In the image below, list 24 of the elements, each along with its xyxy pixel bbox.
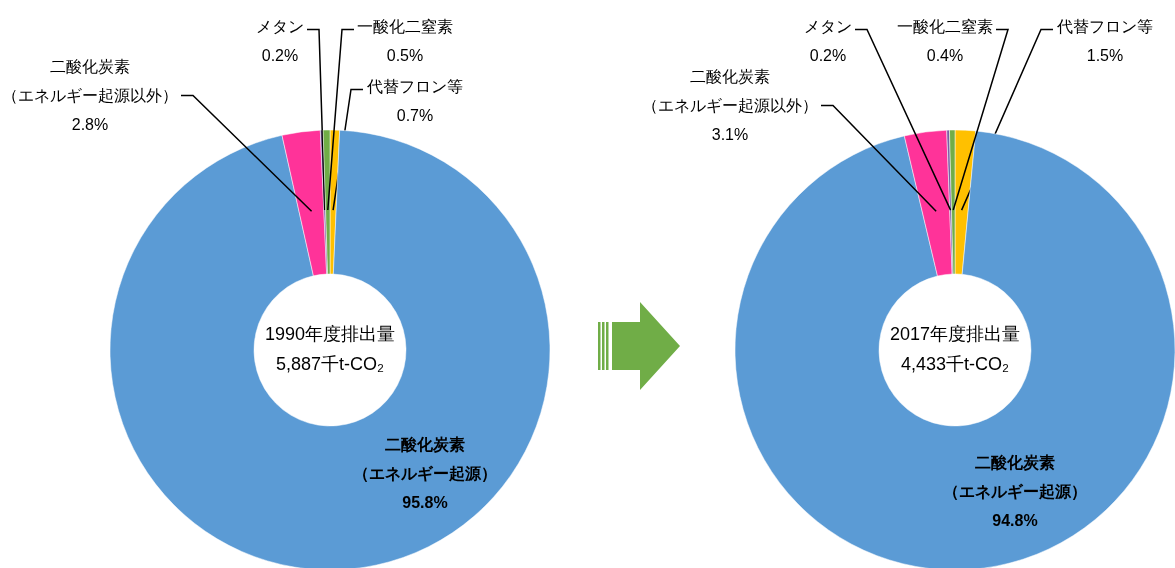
slice-label: 一酸化二窒素 [357,18,453,35]
slice-label: 二酸化炭素（エネルギー起源以外） [642,68,818,114]
data-label: 3.1% [711,126,749,143]
data-label: 0.4% [926,47,964,64]
data-label: 0.5% [386,47,424,64]
data-label: 95.8% [402,494,448,511]
slice-label: 二酸化炭素（エネルギー起源） [943,454,1087,501]
data-label: 2.8% [71,116,109,133]
data-label: 1.5% [1086,47,1124,64]
slice-label: 一酸化二窒素 [897,18,993,35]
slice-label: 二酸化炭素（エネルギー起源以外） [2,58,178,104]
text: 1990年度排出量 [264,324,396,344]
slice-label: 二酸化炭素（エネルギー起源） [353,436,497,483]
data-label: 0.7% [396,107,434,124]
slice-label: 代替フロン等 [366,78,463,95]
slice-label: メタン [256,18,304,35]
text: 5,887千t-CO₂ [275,354,385,374]
slice-label: メタン [804,18,852,35]
text: 4,433千t-CO₂ [900,354,1010,374]
data-label: 0.2% [809,47,847,64]
data-label: 0.2% [261,47,299,64]
data-label: 94.8% [992,512,1038,529]
text: 2017年度排出量 [889,324,1021,344]
slice-label: 代替フロン等 [1056,18,1153,35]
